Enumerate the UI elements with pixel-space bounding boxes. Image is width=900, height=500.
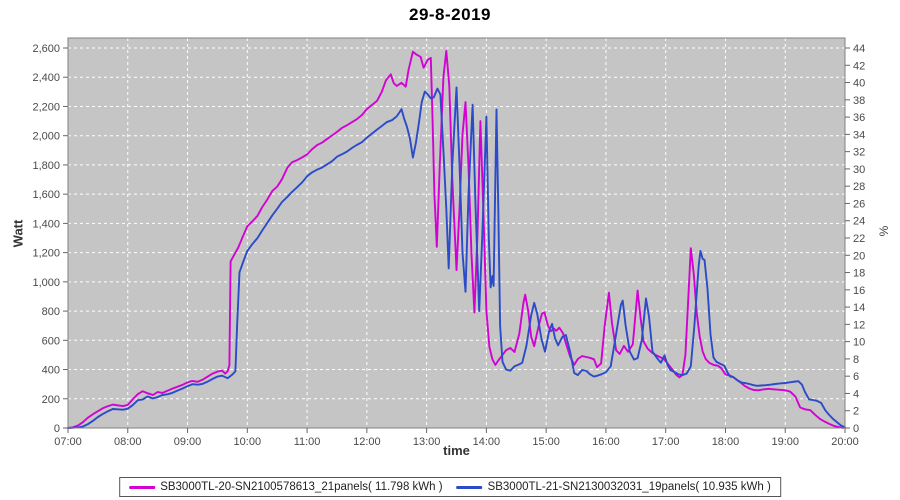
legend-line-sample-magenta [129,485,156,489]
x-tick-label: 09:00 [174,436,202,448]
legend-label-series-1: SB3000TL-21-SN2130032031_19panels( 10.93… [487,481,771,493]
y-left-tick-label: 400 [42,365,60,377]
y-right-tick-label: 38 [853,95,865,107]
x-tick-label: 18:00 [712,436,740,448]
y-left-tick-label: 600 [42,335,60,347]
y-right-tick-label: 42 [853,60,865,72]
y-right-tick-label: 18 [853,268,865,280]
y-left-tick-label: 800 [42,306,60,318]
y-left-tick-label: 200 [42,394,60,406]
y-right-tick-label: 24 [853,216,865,228]
y-left-tick-label: 1,200 [32,248,60,260]
y-right-tick-label: 20 [853,250,865,262]
chart-title: 29-8-2019 [408,5,491,24]
y-right-tick-label: 4 [853,388,859,400]
y-left-tick-label: 1,400 [32,218,60,230]
y-left-tick-label: 0 [54,423,60,435]
y-left-tick-label: 1,600 [32,189,60,201]
y-right-tick-label: 22 [853,233,865,245]
y-right-tick-label: 6 [853,371,859,383]
y-right-tick-label: 8 [853,354,859,366]
y-left-tick-label: 2,400 [32,72,60,84]
axis-ticks [63,47,850,433]
series-line-1 [67,86,846,429]
y-right-tick-label: 26 [853,198,865,210]
legend-label-series-0: SB3000TL-20-SN2100578613_21panels( 11.79… [160,481,443,493]
x-tick-label: 13:00 [413,436,441,448]
y-right-tick-label: 0 [853,423,859,435]
y-right-tick-label: 10 [853,337,865,349]
y-right-tick-label: 12 [853,319,865,331]
x-tick-label: 08:00 [114,436,142,448]
y-left-tick-label: 2,200 [32,101,60,113]
x-tick-label: 12:00 [353,436,381,448]
y-left-tick-label: 2,000 [32,131,60,143]
x-tick-label: 14:00 [473,436,501,448]
y-left-tick-label: 2,600 [32,43,60,55]
y-left-tick-label: 1,000 [32,277,60,289]
chart-legend: SB3000TL-20-SN2100578613_21panels( 11.79… [119,477,781,497]
y-right-tick-label: 28 [853,181,865,193]
y-right-tick-label: 32 [853,147,865,159]
plot-border [67,37,846,429]
x-tick-label: 11:00 [294,436,321,448]
y-right-tick-label: 14 [853,302,865,314]
x-tick-label: 07:00 [54,436,82,448]
legend-entry-series-1: SB3000TL-21-SN2130032031_19panels( 10.93… [456,481,771,493]
y-right-tick-label: 16 [853,285,865,297]
x-tick-label: 10:00 [234,436,262,448]
y-right-tick-label: 34 [853,129,865,141]
y-right-tick-label: 30 [853,164,865,176]
x-tick-label: 16:00 [592,436,620,448]
y-right-tick-label: 44 [853,43,865,55]
gridlines [68,38,845,428]
x-tick-label: 19:00 [771,436,799,448]
x-tick-label: 15:00 [532,436,560,448]
chart-canvas: 02004006008001,0001,2001,4001,6001,8002,… [32,37,865,448]
y-right-tick-label: 2 [853,406,859,418]
y-right-tick-label: 40 [853,78,865,90]
axis-tick-labels: 02004006008001,0001,2001,4001,6001,8002,… [32,43,865,448]
legend-entry-series-0: SB3000TL-20-SN2100578613_21panels( 11.79… [129,481,443,493]
y-left-tick-label: 1,800 [32,160,60,172]
x-tick-label: 17:00 [652,436,680,448]
legend-line-sample-blue [456,485,483,489]
x-tick-label: 20:00 [831,436,859,448]
x-axis-title: time [443,443,470,458]
y-right-tick-label: 36 [853,112,865,124]
